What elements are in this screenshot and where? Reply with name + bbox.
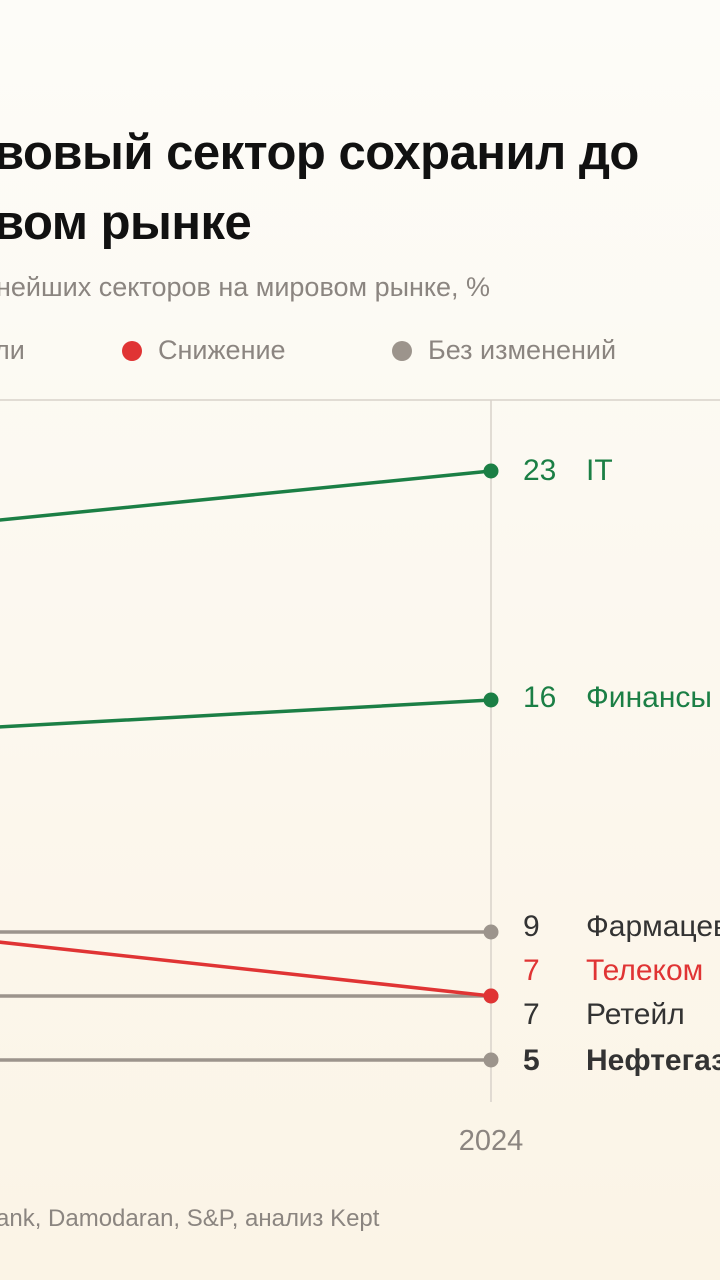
value-label-IT: 23 — [523, 454, 556, 487]
value-label-Нефтегаз: 5 — [523, 1044, 540, 1077]
series-name-label-Финансы: Финансы — [586, 681, 712, 714]
legend-label-increase: ли — [0, 335, 25, 365]
legend-dot-decrease — [122, 341, 142, 361]
data-point-2024-Фармацевтика — [483, 924, 499, 940]
series-name-label-Телеком: Телеком — [586, 954, 703, 987]
series-line-Телеком — [0, 940, 493, 998]
chart-title-line-2: вом рынке — [0, 196, 252, 250]
value-label-Телеком: 7 — [523, 954, 540, 987]
series-line-IT — [0, 469, 493, 522]
series-name-label-Нефтегаз: Нефтегаз — [586, 1044, 720, 1077]
data-point-2024-Финансы — [483, 692, 499, 708]
chart-subtitle: нейших секторов на мировом рынке, % — [0, 272, 491, 302]
series-line-Финансы — [0, 698, 493, 729]
chart-title-line-1: вовый сектор сохранил до — [0, 126, 639, 180]
data-point-2024-Телеком — [483, 988, 499, 1004]
value-label-Фармацевтика: 9 — [523, 910, 540, 943]
legend-item-unchanged: Без изменений — [392, 330, 616, 370]
legend-label-unchanged: Без изменений — [428, 335, 617, 365]
legend-item-increase: ли — [0, 330, 25, 370]
legend-dot-unchanged — [392, 341, 412, 361]
x-tick-label-2024: 2024 — [459, 1125, 524, 1157]
series-name-label-Фармацевтика: Фармацевтика — [586, 910, 720, 943]
value-label-Финансы: 16 — [523, 681, 556, 714]
data-point-2024-IT — [483, 463, 499, 479]
value-label-Ретейл: 7 — [523, 998, 540, 1031]
chart-legend: ли Снижение Без изменений — [0, 330, 720, 370]
chart-source: ank, Damodaran, S&P, анализ Kept — [0, 1205, 380, 1232]
legend-item-decrease: Снижение — [122, 330, 286, 370]
series-name-label-IT: IT — [586, 454, 613, 487]
chart-title: вовый сектор сохранил до вом рынке — [0, 118, 639, 258]
series-name-label-Ретейл: Ретейл — [586, 998, 685, 1031]
data-point-2024-Нефтегаз — [483, 1052, 499, 1068]
legend-label-decrease: Снижение — [158, 335, 286, 365]
